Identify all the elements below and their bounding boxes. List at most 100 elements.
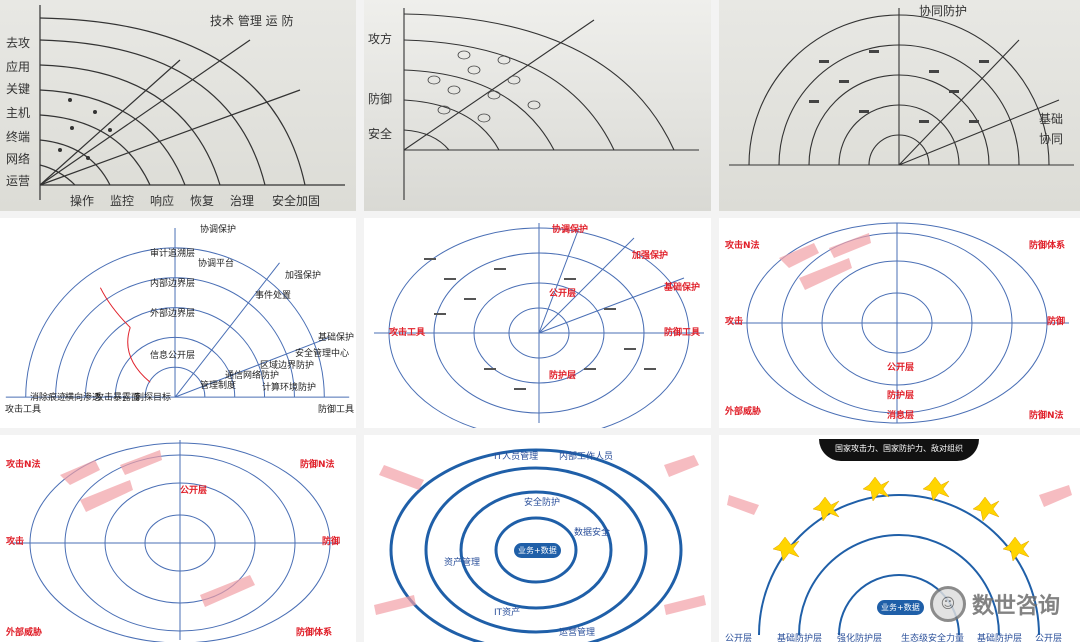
- p5-label-0: 协调保护: [552, 225, 589, 235]
- p6-label-6: 公开层: [887, 363, 915, 373]
- sketch-2-left-0: 攻方: [368, 32, 393, 46]
- p7-label-6: 公开层: [180, 486, 208, 496]
- ring-label-2: 安全防护: [524, 498, 561, 508]
- p7-label-0: 攻击N法: [6, 460, 41, 470]
- business-data-rings-drawing: [374, 448, 706, 642]
- p7-label-3: 防御: [322, 537, 341, 547]
- p7-label-1: 防御N法: [300, 460, 335, 470]
- ecosystem-defense-drawing: [727, 476, 1072, 636]
- eco-bottom-4: 基础防护层: [977, 634, 1023, 642]
- defense-layer-7: 事件处置: [255, 291, 292, 301]
- p7-label-4: 外部威胁: [6, 628, 43, 638]
- bottom-right-2: 区域边界防护: [260, 361, 315, 371]
- sketch-1-left-5: 网络: [6, 152, 31, 166]
- sketch-1-note: 技术 管理 运 防: [210, 14, 294, 28]
- eco-bottom-5: 公开层: [1035, 634, 1063, 642]
- sketch-1-bottom-3: 恢复: [190, 194, 215, 208]
- sketch-1-drawing: [39, 5, 345, 200]
- bottom-left-2: 攻击暴露面: [95, 393, 141, 403]
- defense-layer-1: 内部边界层: [150, 279, 196, 289]
- bottom-right-1: 通信网络防护: [225, 371, 280, 381]
- watermark-icon: ☺: [929, 586, 966, 622]
- ecosystem-core: 业务+数据: [877, 600, 924, 615]
- p6-label-3: 防御: [1047, 317, 1066, 327]
- sketch-1-left-6: 运营: [6, 174, 31, 188]
- p6-label-5: 防御N法: [1029, 411, 1064, 421]
- p6-label-7: 防护层: [887, 391, 915, 401]
- sketch-3-top: 协同防护: [919, 4, 968, 18]
- sketch-2-left-1: 防御: [368, 92, 393, 106]
- defense-top-label: 协调保护: [200, 225, 237, 235]
- eco-bottom-1: 基础防护层: [777, 634, 823, 642]
- sketch-1-left-0: 去攻: [6, 36, 31, 50]
- sketch-1-left-3: 主机: [6, 106, 31, 120]
- eco-bottom-2: 强化防护层: [837, 634, 883, 642]
- eco-bottom-3: 生态级安全力量: [901, 634, 965, 642]
- business-data-core: 业务+数据: [514, 543, 561, 558]
- defense-layer-3: 信息公开层: [150, 351, 196, 361]
- ring-label-0: IT人员管理: [494, 452, 539, 462]
- attack-defense-2-drawing: [10, 440, 340, 642]
- defense-layer-4: 加强保护: [285, 271, 322, 281]
- sketch-1-bottom-1: 监控: [110, 194, 135, 208]
- sketch-3-right-1: 协同: [1039, 132, 1064, 146]
- sketch-2-drawing: [403, 8, 699, 200]
- p5-label-2: 基础保护: [664, 283, 701, 293]
- sketch-1-bottom-4: 治理: [230, 194, 255, 208]
- defense-layers-drawing: [5, 227, 350, 398]
- p6-label-4: 外部威胁: [725, 407, 762, 417]
- sketch-1-left-2: 关键: [6, 82, 31, 96]
- sketch-1-bottom-2: 响应: [150, 194, 175, 208]
- ring-label-6: 运营管理: [559, 628, 596, 638]
- bottom-right-0: 管理制度: [200, 381, 237, 391]
- business-data-rings: 业务+数据 IT人员管理 内部工作人员 安全防护 数据安全 资产管理 IT资产 …: [364, 435, 711, 642]
- sketch-3-right-0: 基础: [1039, 112, 1064, 126]
- sketch-1-bottom-5: 安全加固: [272, 194, 321, 208]
- p6-label-2: 攻击: [725, 317, 744, 327]
- defense-layer-0: 审计追溯层: [150, 249, 196, 259]
- attack-defense-circle: 攻击N法 防御体系 攻击 防御 外部威胁 防御N法 公开层 防护层 消息层: [719, 218, 1080, 428]
- bottom-right-4: 安全管理中心: [295, 349, 350, 359]
- bottom-left-1: 横向渗透: [65, 393, 102, 403]
- attack-tools-label: 攻击工具: [5, 405, 42, 415]
- defense-layers-diagram: 协调保护 审计追溯层 内部边界层 外部边界层 信息公开层 加强保护 基础保护 协…: [0, 218, 356, 428]
- bottom-right-3: 计算环境防护: [262, 383, 317, 393]
- defense-layer-6: 协调平台: [198, 259, 235, 269]
- defense-tools-label: 防御工具: [318, 405, 355, 415]
- attack-defense-drawing: [729, 222, 1069, 424]
- dense-concentric-diagram: 协调保护 加强保护 基础保护 攻击工具 防御工具 公开层 防护层: [364, 218, 711, 428]
- p6-label-8: 消息层: [887, 411, 915, 421]
- defense-layer-2: 外部边界层: [150, 309, 196, 319]
- sketch-1-left-1: 应用: [6, 60, 31, 74]
- sketch-1-bottom-0: 操作: [70, 194, 95, 208]
- p5-label-1: 加强保护: [632, 251, 669, 261]
- bottom-left-0: 消除痕迹: [30, 393, 67, 403]
- attack-defense-circle-2: 攻击N法 防御N法 攻击 防御 外部威胁 防御体系 公开层: [0, 435, 356, 642]
- sketch-panel-1: 去攻 应用 关键 主机 终端 网络 运营 操作 监控 响应 恢复 治理 安全加固…: [0, 0, 356, 211]
- watermark: ☺ 数世咨询: [929, 586, 1060, 622]
- ring-label-5: IT资产: [494, 608, 521, 618]
- ecosystem-defense-diagram: 国家攻击力、国家防护力、敌对组织 业务+数据 公开层 基础防护层 强化防护层 生…: [719, 435, 1080, 642]
- p7-label-2: 攻击: [6, 537, 25, 547]
- ring-label-4: 资产管理: [444, 558, 481, 568]
- p5-label-5: 公开层: [549, 289, 577, 299]
- dense-concentric-drawing: [374, 223, 704, 428]
- sketch-2-left-2: 安全: [368, 127, 393, 141]
- p5-label-3: 攻击工具: [389, 328, 426, 338]
- ring-label-1: 内部工作人员: [559, 452, 614, 462]
- ring-label-3: 数据安全: [574, 528, 611, 538]
- sketch-panel-3: 协同防护 基础 协同: [719, 0, 1080, 211]
- p5-label-4: 防御工具: [664, 328, 701, 338]
- eco-bottom-0: 公开层: [725, 634, 753, 642]
- p6-label-1: 防御体系: [1029, 241, 1066, 251]
- p6-label-0: 攻击N法: [725, 241, 760, 251]
- p7-label-5: 防御体系: [296, 628, 333, 638]
- watermark-text: 数世咨询: [971, 594, 1060, 619]
- p5-label-6: 防护层: [549, 371, 577, 381]
- sketch-3-drawing: [729, 8, 1074, 166]
- sketch-1-left-4: 终端: [6, 130, 31, 144]
- sketch-panel-2: 攻方 防御 安全: [364, 0, 711, 211]
- top-banner: 国家攻击力、国家防护力、敌对组织: [819, 439, 979, 461]
- defense-layer-5: 基础保护: [318, 333, 355, 343]
